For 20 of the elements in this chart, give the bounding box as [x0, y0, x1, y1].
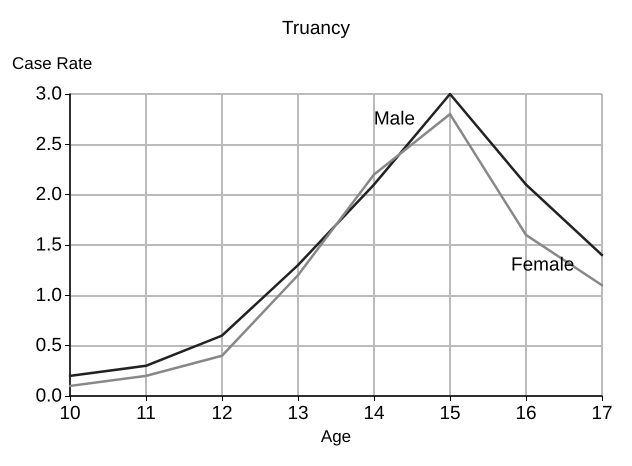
x-axis-title: Age [320, 426, 352, 446]
y-tick-label: 3.0 [36, 84, 62, 104]
x-tick-label: 13 [287, 403, 309, 424]
y-axis-title: Case Rate [12, 54, 92, 73]
x-tick-label: 10 [59, 403, 81, 424]
x-tick-label: 16 [515, 403, 537, 424]
series-label: Female [511, 254, 574, 276]
x-tick-label: 14 [363, 403, 385, 424]
y-tick-label: 0.5 [36, 335, 62, 356]
x-tick-label: 11 [136, 403, 156, 424]
x-tick-label: 12 [211, 403, 233, 424]
y-tick-label: 1.0 [36, 284, 62, 306]
y-tick-label: 1.5 [36, 234, 62, 256]
y-tick-label: 2.5 [36, 134, 62, 155]
y-tick-label: 2.0 [36, 184, 62, 206]
series-label: Male [374, 108, 415, 130]
x-tick-label: 15 [439, 403, 461, 424]
chart-title: Truancy [282, 18, 350, 39]
y-tick-label: 0.0 [36, 386, 62, 406]
x-tick-label: 17 [591, 403, 613, 424]
